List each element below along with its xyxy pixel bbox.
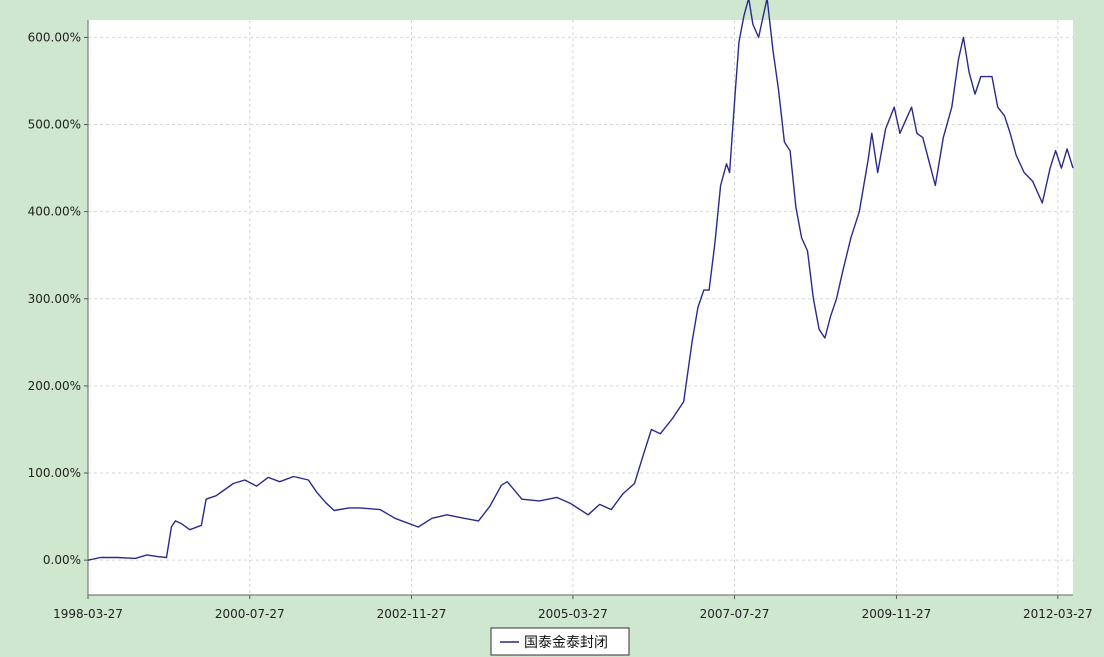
x-tick-label: 2012-03-27 [1023, 607, 1093, 621]
x-tick-label: 1998-03-27 [53, 607, 123, 621]
grid-lines [87, 20, 1073, 595]
tick-labels: 0.00% 100.00% 200.00% 300.00% 400.00% 500.00%… [28, 30, 1093, 621]
legend: 国泰金泰封闭 [490, 627, 630, 656]
y-tick-label: 300.00% [28, 292, 81, 306]
series-line-0 [87, 0, 1074, 561]
y-tick-label: 600.00% [28, 30, 81, 44]
x-tick-label: 2002-11-27 [377, 607, 447, 621]
x-tick-label: 2005-03-27 [538, 607, 608, 621]
series-layer [87, 0, 1074, 561]
y-tick-label: 100.00% [28, 466, 81, 480]
x-tick-label: 2000-07-27 [215, 607, 285, 621]
x-tick-label: 2007-07-27 [700, 607, 770, 621]
plot-area [88, 20, 1073, 595]
axes [84, 20, 1073, 599]
legend-label: 国泰金泰封闭 [524, 635, 608, 651]
y-tick-label: 200.00% [28, 379, 81, 393]
y-tick-label: 400.00% [28, 205, 81, 219]
y-tick-label: 500.00% [28, 118, 81, 132]
y-tick-label: 0.00% [43, 553, 81, 567]
x-tick-label: 2009-11-27 [862, 607, 932, 621]
